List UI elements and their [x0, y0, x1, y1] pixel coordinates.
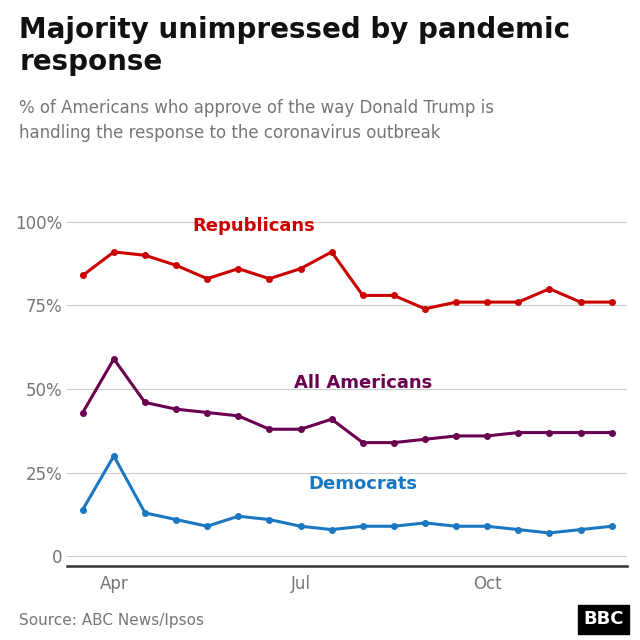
Text: % of Americans who approve of the way Donald Trump is
handling the response to t: % of Americans who approve of the way Do… — [19, 99, 494, 142]
Text: Majority unimpressed by pandemic response: Majority unimpressed by pandemic respons… — [19, 16, 570, 76]
Text: BBC: BBC — [584, 611, 624, 628]
Text: Republicans: Republicans — [193, 217, 316, 236]
Text: Democrats: Democrats — [308, 475, 417, 493]
Text: Source: ABC News/Ipsos: Source: ABC News/Ipsos — [19, 614, 204, 628]
Text: All Americans: All Americans — [294, 374, 432, 392]
